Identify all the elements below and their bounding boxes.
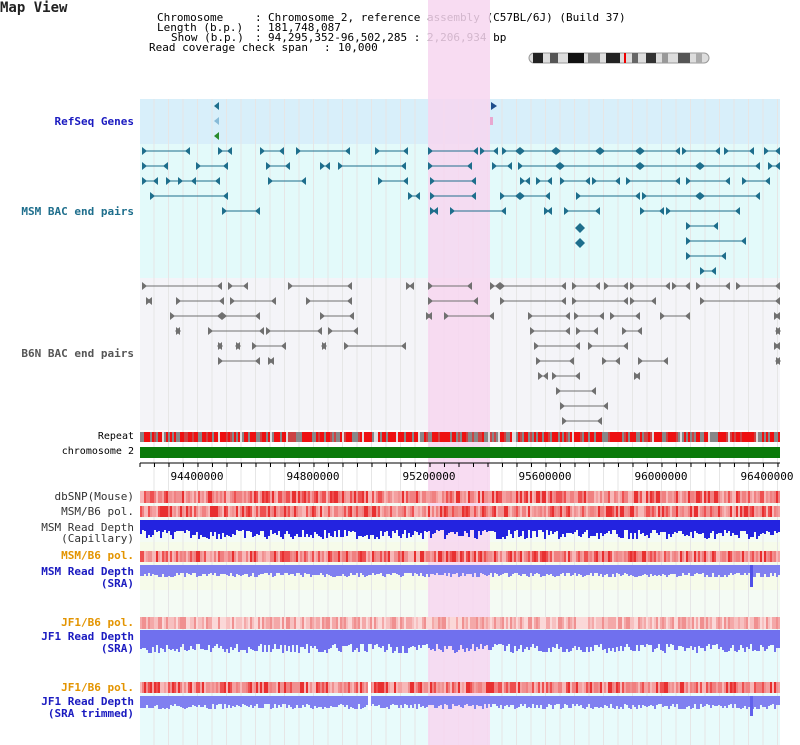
jf1-read-depth-sra-label-1[interactable]: JF1 Read Depth [41,630,134,643]
axis-tick-label: 94400000 [171,470,224,483]
msm-b6-pol-label-2[interactable]: MSM/B6 pol. [61,549,134,562]
refseq-gene-glyph [214,102,219,110]
axis-tick-label: 94800000 [287,470,340,483]
sep-2: : [255,21,269,34]
jf1-b6-pol-label-2[interactable]: JF1/B6 pol. [61,681,134,694]
map-view-title: Map View [0,0,68,16]
sep-3: : [255,31,269,44]
chromosome-2-bar [140,447,780,458]
msm-bac-pair [575,223,585,233]
msm-b6-pol-label-1[interactable]: MSM/B6 pol. [61,505,134,518]
coverage-tracks [140,491,780,716]
span-value: 10,000 [338,41,378,54]
length-label: Length (b.p.) [157,21,244,34]
feature-glyphs [142,102,781,425]
sep-1: : [255,11,269,24]
chromosome-2-label: chromosome 2 [61,446,134,457]
show-label: Show (b.p.) [171,31,244,44]
msm-read-depth-capillary-label-1[interactable]: MSM Read Depth [41,521,134,534]
jf1-read-depth-trim-label-2: (SRA trimmed) [47,707,134,720]
refseq-gene-glyph [491,102,497,110]
repeat-label: Repeat [97,431,134,442]
dbsnp-label[interactable]: dbSNP(Mouse) [54,490,134,503]
msm-read-depth-capillary-label-2: (Capillary) [61,532,134,545]
msm-read-depth-sra-label-2: (SRA) [100,577,134,590]
chromosome-label: Chromosome [157,11,224,24]
refseq-gene-glyph [490,117,493,125]
ideogram-position-marker [624,53,626,63]
jf1-read-depth-trim-label-1[interactable]: JF1 Read Depth [41,695,134,708]
jf1-b6-pol-label-1[interactable]: JF1/B6 pol. [61,616,134,629]
axis-tick-label: 96000000 [635,470,688,483]
msm-read-depth-sra-label-1[interactable]: MSM Read Depth [41,565,134,578]
chromosome-ideogram[interactable] [528,51,712,65]
axis-ticks [139,463,779,467]
refseq-genes-label[interactable]: RefSeq Genes [54,115,134,128]
msm-bac-label[interactable]: MSM BAC end pairs [21,205,134,218]
axis-tick-label: 95200000 [403,470,456,483]
refseq-gene-glyph [214,117,219,125]
axis-tick-label: 96400000 [741,470,794,483]
length-value: 181,748,087 [268,21,341,34]
axis-tick-label: 95600000 [519,470,572,483]
sep-4: : [324,41,338,54]
span-label: Read coverage check span [149,41,308,54]
repeat-bar [140,432,780,442]
b6n-bac-label[interactable]: B6N BAC end pairs [21,347,134,360]
jf1-read-depth-sra-label-2: (SRA) [100,642,134,655]
refseq-gene-glyph [214,132,219,140]
msm-bac-pair [575,238,585,248]
